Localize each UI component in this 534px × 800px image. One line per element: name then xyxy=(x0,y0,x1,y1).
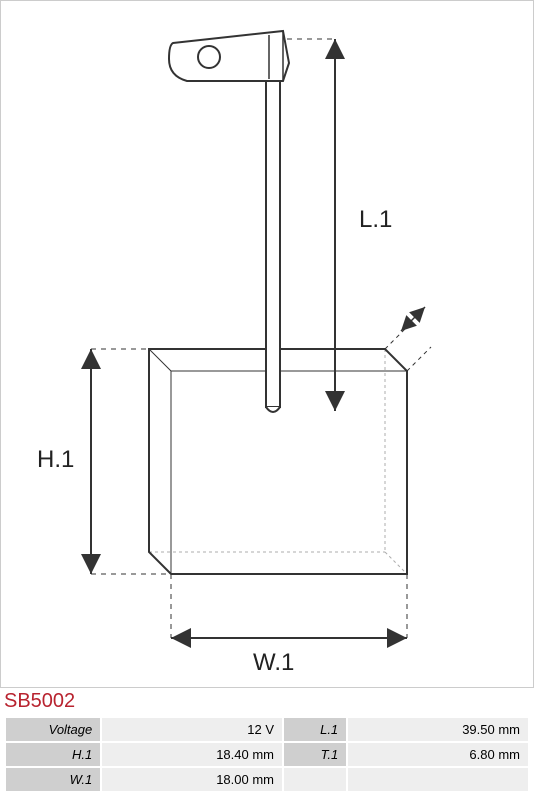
label-l1: L.1 xyxy=(359,206,392,234)
spec-label: Voltage xyxy=(5,717,101,742)
table-row: H.1 18.40 mm T.1 6.80 mm xyxy=(5,742,529,767)
lead-stem xyxy=(266,69,280,407)
spec-value: 6.80 mm xyxy=(347,742,529,767)
spec-value-empty xyxy=(347,767,529,792)
spec-value: 18.00 mm xyxy=(101,767,283,792)
label-h1: H.1 xyxy=(37,446,74,474)
spec-label: L.1 xyxy=(283,717,347,742)
diagram-svg xyxy=(1,1,534,689)
spec-label: H.1 xyxy=(5,742,101,767)
terminal-connector xyxy=(169,31,289,81)
spec-table: Voltage 12 V L.1 39.50 mm H.1 18.40 mm T… xyxy=(4,716,530,793)
spec-value: 39.50 mm xyxy=(347,717,529,742)
part-number: SB5002 xyxy=(4,690,75,713)
label-w1: W.1 xyxy=(253,649,294,677)
spec-label: T.1 xyxy=(283,742,347,767)
table-row: Voltage 12 V L.1 39.50 mm xyxy=(5,717,529,742)
dimension-w1 xyxy=(171,574,407,638)
spec-label: W.1 xyxy=(5,767,101,792)
spec-value: 12 V xyxy=(101,717,283,742)
technical-diagram: H.1 W.1 L.1 xyxy=(0,0,534,688)
spec-value: 18.40 mm xyxy=(101,742,283,767)
spec-label-empty xyxy=(283,767,347,792)
table-row: W.1 18.00 mm xyxy=(5,767,529,792)
